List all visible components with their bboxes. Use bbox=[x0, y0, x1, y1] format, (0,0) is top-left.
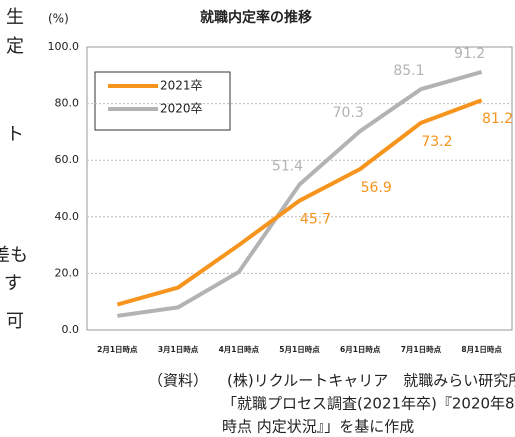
x-tick-label: 8月1日時点 bbox=[461, 344, 502, 354]
data-label: 70.3 bbox=[333, 105, 364, 121]
legend-box bbox=[94, 71, 231, 131]
data-label: 56.9 bbox=[361, 180, 392, 196]
data-label: 81.2 bbox=[482, 111, 513, 127]
x-tick-label: 5月1日時点 bbox=[279, 344, 320, 354]
side-text: 差も bbox=[0, 245, 28, 266]
y-tick-label: 100.0 bbox=[48, 40, 80, 53]
data-label: 45.7 bbox=[300, 212, 331, 228]
y-tick-label: 80.0 bbox=[55, 97, 80, 110]
legend-label: 2020卒 bbox=[160, 102, 203, 116]
x-tick-label: 4月1日時点 bbox=[219, 344, 260, 354]
data-label: 91.2 bbox=[454, 46, 485, 62]
side-text: 定 bbox=[6, 36, 24, 57]
side-text: 可 bbox=[6, 311, 24, 332]
side-text: す bbox=[4, 273, 22, 294]
series-line bbox=[116, 98, 483, 307]
y-tick-label: 20.0 bbox=[55, 266, 80, 279]
x-tick-label: 2月1日時点 bbox=[97, 344, 138, 354]
y-tick-label: 0.0 bbox=[62, 323, 80, 336]
data-label: 51.4 bbox=[272, 159, 303, 175]
source-label: （資料） bbox=[148, 372, 208, 390]
source-line: (株)リクルートキャリア 就職みらい研究所 bbox=[227, 372, 515, 390]
y-tick-label: 60.0 bbox=[55, 153, 80, 166]
chart-title: 就職内定率の推移 bbox=[200, 9, 312, 26]
legend-label: 2021卒 bbox=[160, 79, 203, 93]
y-unit: (%) bbox=[48, 12, 69, 26]
series-line bbox=[117, 69, 483, 318]
source-line: 時点 内定状況』」を基に作成 bbox=[222, 418, 414, 436]
data-label: 73.2 bbox=[421, 134, 452, 150]
plot-frame bbox=[86, 46, 513, 331]
x-tick-label: 7月1日時点 bbox=[401, 344, 442, 354]
x-tick-label: 6月1日時点 bbox=[340, 344, 381, 354]
x-tick-label: 3月1日時点 bbox=[158, 344, 199, 354]
side-text: ト bbox=[6, 124, 24, 145]
data-label: 85.1 bbox=[393, 63, 424, 79]
side-text: 生 bbox=[6, 7, 24, 28]
y-tick-label: 40.0 bbox=[55, 210, 80, 223]
source-line: 「就職プロセス調査(2021年卒)『2020年8月1日 bbox=[222, 395, 515, 413]
